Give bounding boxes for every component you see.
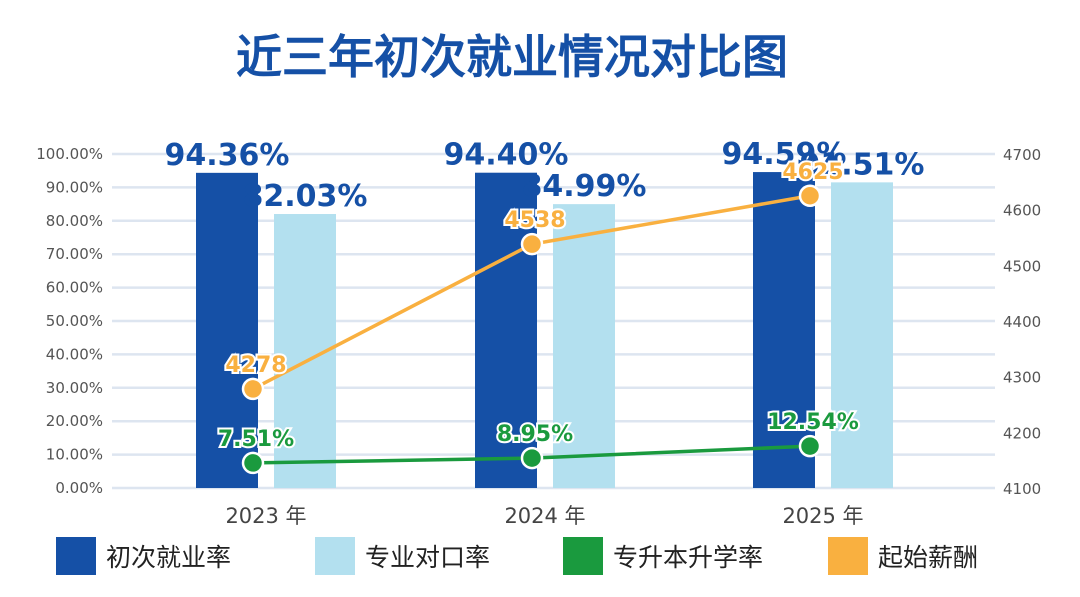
line-point xyxy=(241,377,265,401)
line-point xyxy=(520,446,544,470)
legend: 初次就业率 专业对口率 专升本升学率 起始薪酬 xyxy=(56,537,978,575)
line-data-label: 8.95% xyxy=(497,422,573,447)
left-axis-tick-label: 0.00% xyxy=(55,479,103,497)
line-point xyxy=(798,184,822,207)
line-point xyxy=(798,434,822,458)
legend-label: 初次就业率 xyxy=(106,543,231,572)
left-axis-tick-label: 60.00% xyxy=(46,279,103,297)
line-data-label: 4625 xyxy=(782,160,843,185)
bar xyxy=(475,172,537,489)
bar xyxy=(753,172,815,488)
legend-label: 专业对口率 xyxy=(365,543,490,572)
line-data-label: 4538 xyxy=(504,208,565,233)
line-data-label: 7.51% xyxy=(218,427,294,452)
legend-swatch xyxy=(56,537,96,575)
right-axis-tick-label: 4500 xyxy=(1003,257,1041,275)
left-axis-tick-label: 100.00% xyxy=(36,145,103,163)
right-axis-ticks: 4100 4200 4300 4400 4500 4600 4700 xyxy=(1003,146,1041,498)
chart-title: 近三年初次就业情况对比图 xyxy=(236,30,788,84)
legend-label: 专升本升学率 xyxy=(613,543,763,572)
left-axis-tick-label: 10.00% xyxy=(46,446,103,464)
left-axis-tick-label: 90.00% xyxy=(46,178,103,196)
right-axis-tick-label: 4600 xyxy=(1003,202,1041,220)
right-axis-tick-label: 4700 xyxy=(1003,146,1041,164)
bar-data-label: 84.99% xyxy=(522,169,647,204)
legend-swatch xyxy=(828,537,868,575)
line-data-label: 12.54% xyxy=(767,410,859,435)
line-point xyxy=(520,232,544,256)
bar-data-label: 94.59% xyxy=(722,137,847,172)
left-axis-tick-label: 40.00% xyxy=(46,345,103,363)
right-axis-tick-label: 4300 xyxy=(1003,369,1041,387)
bar xyxy=(831,182,893,488)
bars: 94.36% 94.40% 94.59% 82.03% 84.99% 91.51% xyxy=(165,137,925,489)
x-axis-tick-label: 2024 年 xyxy=(504,504,585,528)
bar-data-label: 94.36% xyxy=(165,138,290,173)
line-data-label: 4278 xyxy=(225,353,286,378)
right-axis-tick-label: 4400 xyxy=(1003,313,1041,331)
x-axis-tick-label: 2025 年 xyxy=(782,504,863,528)
bar-data-label: 82.03% xyxy=(243,179,368,214)
left-axis-tick-label: 70.00% xyxy=(46,245,103,263)
left-axis-tick-label: 80.00% xyxy=(46,212,103,230)
left-axis-tick-label: 20.00% xyxy=(46,412,103,430)
x-axis-ticks: 2023 年 2024 年 2025 年 xyxy=(225,504,863,528)
bar-data-label: 91.51% xyxy=(800,147,925,182)
lines: 7.51% 8.95% 12.54% 4278 4538 4625 xyxy=(216,158,861,475)
bar xyxy=(553,204,615,488)
right-axis-tick-label: 4100 xyxy=(1003,480,1041,498)
left-axis-tick-label: 30.00% xyxy=(46,379,103,397)
right-axis-tick-label: 4200 xyxy=(1003,424,1041,442)
line-point xyxy=(241,451,265,475)
legend-label: 起始薪酬 xyxy=(878,543,978,572)
left-axis-ticks: 0.00% 10.00% 20.00% 30.00% 40.00% 50.00% 60.00… xyxy=(36,145,103,497)
bar-data-label: 94.40% xyxy=(444,138,569,173)
left-axis-tick-label: 50.00% xyxy=(46,312,103,330)
legend-swatch xyxy=(315,537,355,575)
bar xyxy=(196,172,258,489)
legend-swatch xyxy=(563,537,603,575)
x-axis-tick-label: 2023 年 xyxy=(225,504,306,528)
